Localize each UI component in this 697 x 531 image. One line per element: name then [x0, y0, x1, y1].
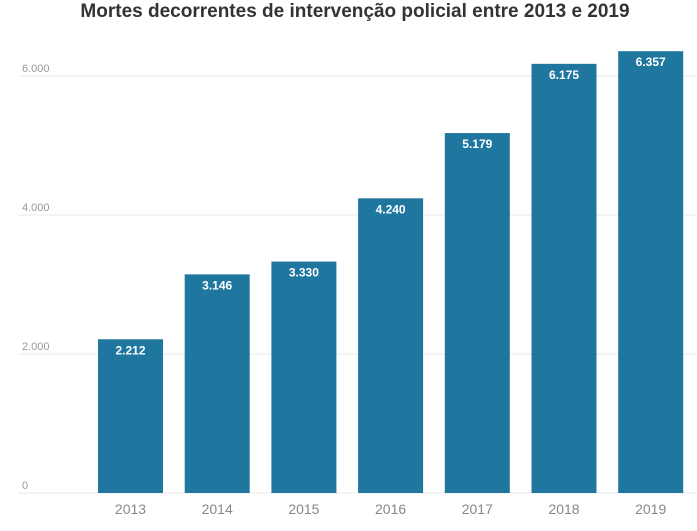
x-tick-label: 2015 — [288, 501, 319, 517]
y-tick-label: 0 — [22, 480, 28, 492]
data-label: 3.330 — [289, 266, 319, 280]
data-label: 6.357 — [636, 55, 666, 69]
data-label: 4.240 — [376, 202, 406, 216]
y-tick-label: 4.000 — [22, 202, 50, 214]
x-tick-label: 2016 — [375, 501, 406, 517]
chart-title: Mortes decorrentes de intervenção polici… — [80, 1, 630, 22]
bar — [444, 133, 510, 493]
bar — [618, 51, 684, 493]
x-tick-label: 2018 — [548, 501, 579, 517]
data-label: 3.146 — [202, 278, 232, 292]
data-label: 6.175 — [549, 68, 579, 82]
bar — [271, 261, 337, 493]
x-tick-label: 2019 — [635, 501, 666, 517]
x-tick-label: 2013 — [115, 501, 146, 517]
bar — [531, 63, 597, 494]
data-label: 5.179 — [462, 137, 492, 151]
bar — [184, 274, 250, 493]
x-tick-label: 2017 — [462, 501, 493, 517]
bar — [98, 339, 163, 493]
bar — [358, 198, 424, 493]
x-tick-label: 2014 — [202, 501, 233, 517]
data-label: 2.212 — [115, 343, 145, 357]
y-tick-label: 2.000 — [22, 341, 50, 353]
y-tick-label: 6.000 — [22, 63, 50, 75]
